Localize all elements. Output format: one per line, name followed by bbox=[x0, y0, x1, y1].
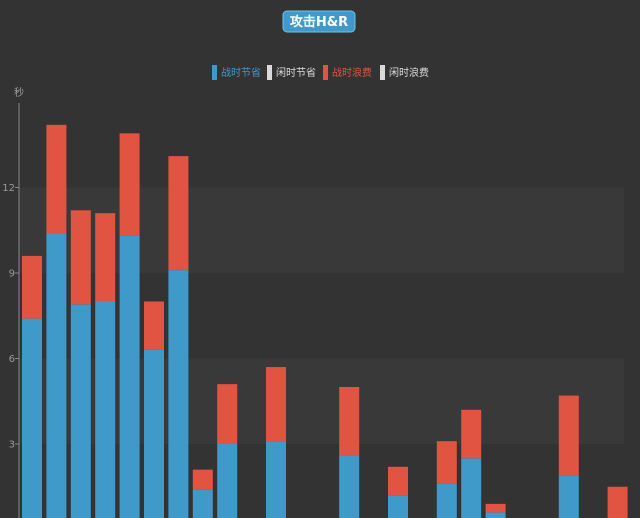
bar-segment-saved[interactable] bbox=[217, 444, 238, 518]
legend-label: 闲时浪费 bbox=[389, 66, 429, 79]
legend-label: 战时浪费 bbox=[332, 66, 372, 79]
bar-segment-wasted[interactable] bbox=[192, 469, 213, 490]
legend[interactable]: 战时节省 闲时节省 战时浪费 闲时浪费 bbox=[212, 65, 429, 80]
bar-segment-saved[interactable] bbox=[485, 512, 506, 518]
title-badge bbox=[282, 10, 356, 33]
legend-item[interactable]: 闲时浪费 bbox=[380, 65, 429, 80]
bars bbox=[22, 124, 628, 518]
bar-segment-saved[interactable] bbox=[388, 495, 408, 518]
bar-segment-saved[interactable] bbox=[461, 458, 482, 518]
legend-item[interactable]: 战时节省 bbox=[212, 65, 261, 80]
bar-segment-wasted[interactable] bbox=[558, 395, 579, 476]
bar-segment-saved[interactable] bbox=[70, 304, 91, 518]
bar-segment-wasted[interactable] bbox=[217, 384, 238, 444]
y-tick-label: 3 bbox=[9, 440, 15, 451]
bar-segment-saved[interactable] bbox=[95, 301, 116, 518]
bar-segment-wasted[interactable] bbox=[266, 367, 286, 442]
y-tick-label: 9 bbox=[9, 269, 15, 280]
bar-segment-saved[interactable] bbox=[266, 441, 286, 518]
bar-segment-wasted[interactable] bbox=[46, 124, 67, 234]
chart-header: 攻击H&R bbox=[30, 10, 610, 33]
bar-segment-wasted[interactable] bbox=[339, 387, 360, 456]
bar-segment-wasted[interactable] bbox=[485, 503, 506, 513]
bar-segment-wasted[interactable] bbox=[461, 409, 482, 459]
bar-segment-saved[interactable] bbox=[22, 318, 42, 518]
bar-segment-wasted[interactable] bbox=[119, 133, 140, 236]
bar-segment-saved[interactable] bbox=[119, 235, 140, 518]
y-axis-label: 秒 bbox=[14, 86, 24, 99]
bar-segment-saved[interactable] bbox=[144, 349, 164, 518]
legend-swatch bbox=[380, 65, 385, 80]
legend-label: 闲时节省 bbox=[276, 66, 316, 79]
bar-segment-saved[interactable] bbox=[192, 489, 213, 518]
legend-swatch bbox=[267, 65, 272, 80]
bar-segment-saved[interactable] bbox=[339, 455, 360, 518]
chart-title: 攻击H&R bbox=[290, 14, 348, 30]
legend-item[interactable]: 闲时节省 bbox=[267, 65, 316, 80]
bar-segment-saved[interactable] bbox=[168, 270, 189, 518]
bar-segment-saved[interactable] bbox=[436, 483, 457, 518]
legend-label: 战时节省 bbox=[221, 66, 261, 79]
legend-swatch bbox=[212, 65, 217, 80]
bar-segment-wasted[interactable] bbox=[70, 210, 91, 305]
grid-band bbox=[19, 102, 624, 188]
bar-segment-wasted[interactable] bbox=[95, 213, 116, 302]
bar-segment-saved[interactable] bbox=[46, 233, 67, 518]
legend-swatch bbox=[323, 65, 328, 80]
bar-segment-saved[interactable] bbox=[558, 475, 579, 518]
y-tick-label: 6 bbox=[9, 354, 15, 365]
legend-item[interactable]: 战时浪费 bbox=[323, 65, 372, 80]
y-tick-label: 12 bbox=[2, 183, 15, 194]
bar-segment-wasted[interactable] bbox=[388, 466, 408, 496]
bar-segment-wasted[interactable] bbox=[436, 441, 457, 484]
bar-segment-wasted[interactable] bbox=[607, 486, 628, 518]
y-axis: 秒 3 6 9 12 bbox=[2, 86, 24, 518]
bar-segment-wasted[interactable] bbox=[22, 255, 42, 319]
bar-segment-wasted[interactable] bbox=[144, 301, 164, 350]
bar-segment-wasted[interactable] bbox=[168, 156, 189, 271]
